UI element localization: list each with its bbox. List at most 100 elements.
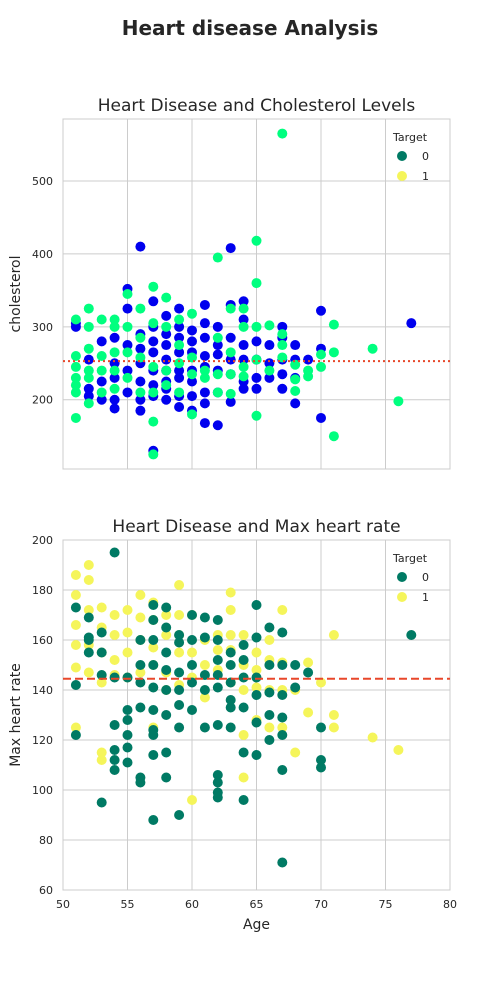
data-point [187, 660, 197, 670]
data-point [148, 296, 159, 307]
data-point [264, 635, 275, 645]
data-point [148, 380, 159, 391]
data-point [238, 296, 249, 307]
data-point [174, 647, 185, 658]
data-point [83, 575, 94, 585]
data-point [290, 747, 301, 758]
legend-title: Target [392, 552, 428, 565]
y-tick-label: 200 [32, 534, 53, 547]
data-point [187, 325, 197, 336]
data-point [96, 670, 107, 680]
data-point [83, 354, 94, 365]
data-point [174, 610, 185, 620]
data-point [264, 735, 275, 745]
data-point [251, 354, 262, 365]
data-point [212, 252, 223, 263]
y-tick-label: 80 [39, 834, 53, 847]
data-point [135, 635, 146, 645]
data-point [225, 388, 236, 399]
y-axis-label: Max heart rate [8, 663, 24, 767]
figure-title: Heart disease Analysis [121, 16, 379, 40]
data-point [83, 372, 94, 383]
data-point [148, 361, 159, 372]
data-point [83, 365, 94, 376]
legend-label: 1 [422, 591, 429, 604]
data-point [96, 647, 107, 658]
data-point [187, 391, 197, 402]
data-point [238, 340, 249, 351]
data-point [122, 715, 133, 725]
data-point [316, 677, 326, 688]
data-point [251, 410, 262, 421]
data-point [135, 376, 146, 387]
data-point [316, 361, 326, 372]
data-point [135, 352, 146, 363]
data-point [174, 358, 185, 369]
data-point [70, 372, 81, 383]
data-point [277, 627, 288, 638]
data-point [148, 600, 159, 610]
data-point [109, 745, 120, 755]
data-point [70, 662, 81, 673]
data-point [238, 361, 249, 372]
chart-title: Heart Disease and Cholesterol Levels [98, 96, 416, 116]
data-point [148, 281, 159, 292]
data-point [174, 580, 185, 590]
data-point [238, 730, 249, 740]
data-point [174, 810, 185, 820]
data-point [187, 376, 197, 387]
data-point [70, 412, 81, 423]
data-point [174, 365, 185, 376]
data-point [238, 672, 249, 683]
data-point [122, 605, 133, 615]
data-point [135, 387, 146, 398]
data-point [406, 318, 417, 329]
data-point [161, 354, 172, 365]
data-point [109, 332, 120, 343]
data-point [174, 340, 185, 351]
data-point [238, 685, 249, 695]
data-point [122, 347, 133, 358]
data-point [109, 372, 120, 383]
data-point [212, 615, 223, 625]
data-point [238, 383, 249, 394]
data-point [199, 350, 210, 361]
data-point [238, 371, 249, 382]
chart-title: Heart Disease and Max heart rate [112, 517, 400, 537]
data-point [251, 665, 262, 675]
data-point [109, 394, 120, 405]
data-point [238, 640, 249, 650]
data-point [148, 750, 159, 760]
data-point [148, 416, 159, 427]
data-point [187, 352, 197, 363]
x-tick-label: 80 [443, 898, 457, 911]
data-point [238, 314, 249, 325]
data-point [70, 730, 81, 740]
data-point [70, 602, 81, 613]
data-point [174, 637, 185, 648]
data-point [199, 685, 210, 695]
legend-marker [397, 171, 407, 181]
x-tick-label: 50 [56, 898, 70, 911]
data-point [225, 677, 236, 688]
data-point [199, 692, 210, 703]
data-point [109, 672, 120, 683]
y-tick-label: 140 [32, 684, 53, 697]
data-point [83, 560, 94, 570]
data-point [109, 547, 120, 558]
data-point [251, 750, 262, 760]
data-point [122, 730, 133, 740]
data-point [122, 742, 133, 753]
data-point [212, 340, 223, 351]
data-point [277, 660, 288, 670]
data-point [199, 299, 210, 310]
data-point [83, 667, 94, 678]
data-point [161, 292, 172, 303]
data-point [290, 682, 301, 693]
data-point [251, 278, 262, 289]
data-point [212, 777, 223, 788]
data-point [225, 369, 236, 380]
data-point [238, 303, 249, 314]
data-point [225, 660, 236, 670]
data-point [83, 343, 94, 354]
